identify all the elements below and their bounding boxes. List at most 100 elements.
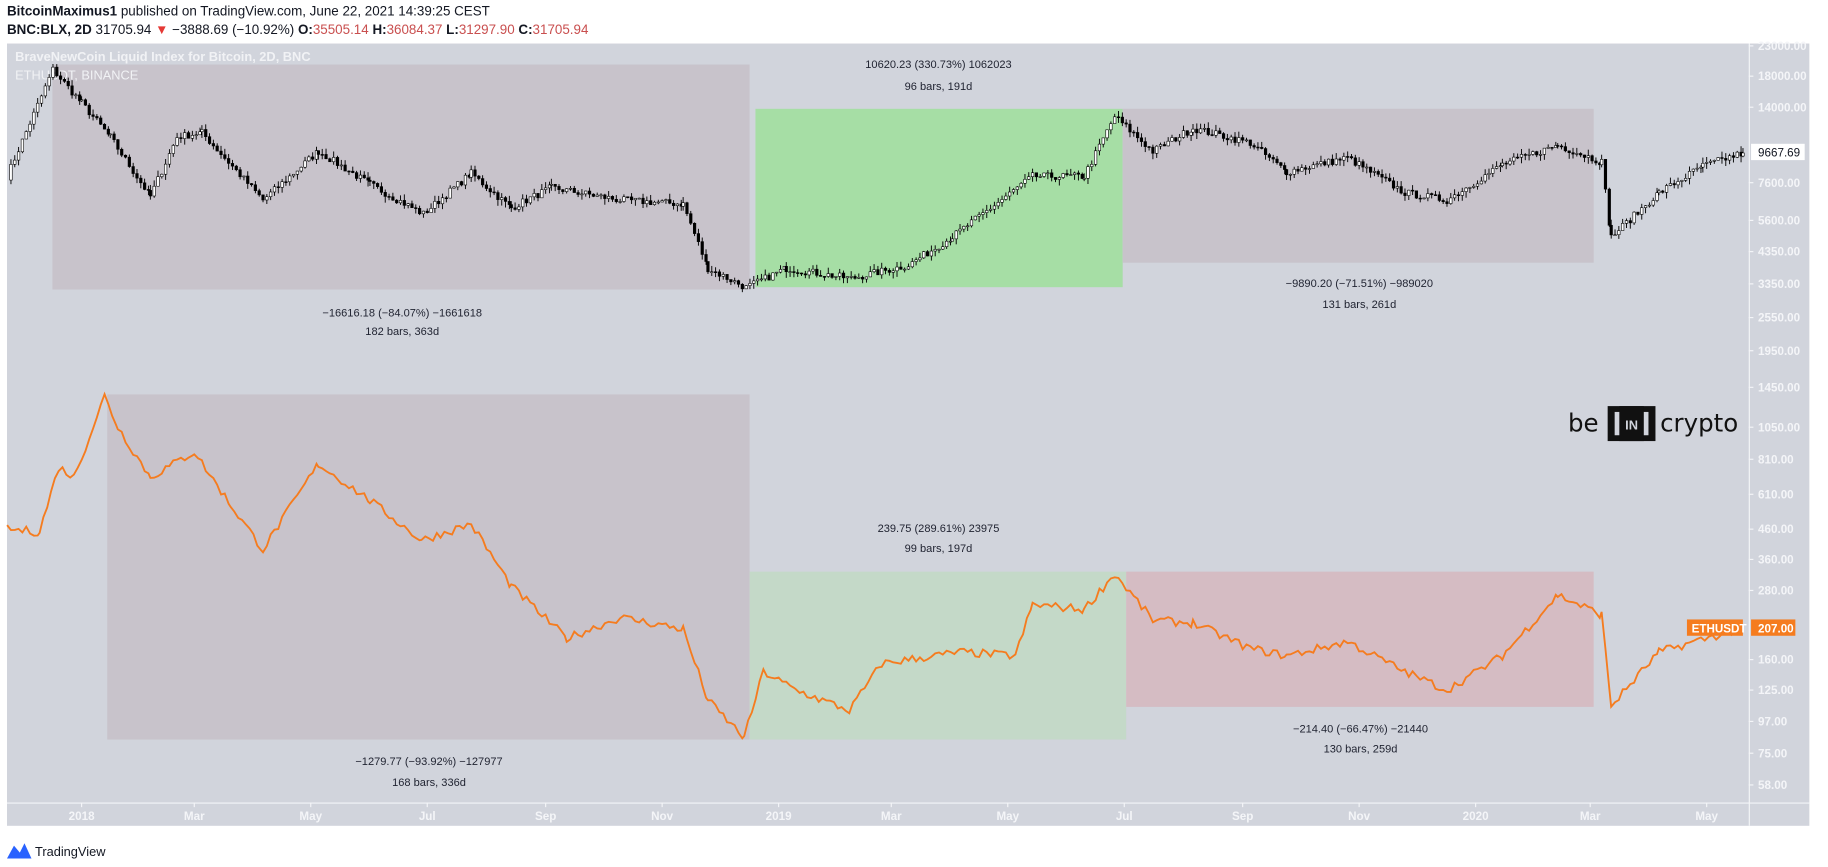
btc-candle — [116, 139, 120, 155]
btc-candle — [507, 195, 511, 210]
time-tick-label: May — [299, 810, 322, 823]
btc-drop2-range[interactable] — [1122, 108, 1594, 263]
tradingview-brand-text: TradingView — [35, 844, 106, 859]
price-axis[interactable]: 23000.00 18000.00 14000.00 7600.00 5600.00 43… — [1748, 40, 1807, 792]
btc-candle — [339, 159, 343, 171]
btc-candle — [1600, 154, 1604, 168]
btc-candle — [347, 170, 351, 176]
btc-candle — [1538, 150, 1543, 161]
btc-candle — [544, 182, 548, 194]
btc-candle — [1296, 165, 1300, 175]
btc-candle — [1376, 169, 1380, 177]
eth-rise-range[interactable] — [749, 571, 1127, 740]
eth-drop-range[interactable] — [107, 394, 750, 740]
btc-candle — [473, 165, 477, 182]
btc-candle — [307, 155, 311, 162]
btc-candle — [418, 205, 422, 216]
btc-candle — [1086, 164, 1090, 185]
btc-candle — [62, 77, 66, 83]
btc-candle — [13, 155, 17, 168]
btc-candle — [864, 276, 869, 283]
btc-candle — [1139, 133, 1144, 147]
time-tick-label: Nov — [651, 810, 674, 823]
eth-drop2-range[interactable] — [1126, 571, 1594, 707]
btc-candle — [253, 181, 257, 194]
btc-candle — [903, 267, 907, 273]
btc-candle — [1665, 183, 1669, 199]
btc-candle — [242, 175, 246, 181]
btc-candle — [28, 120, 32, 137]
btc-candle — [1225, 133, 1229, 146]
btc-candle — [463, 173, 468, 190]
btc-drop-range[interactable] — [52, 64, 750, 290]
price-tick-label: 18000.00 — [1758, 70, 1807, 83]
btc-candle — [1651, 197, 1655, 207]
btc-candle — [1460, 187, 1464, 201]
btc-candle — [622, 194, 626, 203]
btc-candle — [1741, 148, 1745, 158]
btc-candle — [143, 178, 147, 191]
btc-candle — [1705, 156, 1709, 169]
btc-candle — [1038, 173, 1042, 178]
measurements-layer — [52, 64, 1594, 740]
btc-drop-bars: 182 bars, 363d — [365, 326, 439, 338]
btc-candle — [276, 181, 280, 194]
btc-candle — [1699, 165, 1703, 174]
symbol-label: BNC:BLX, 2D — [7, 22, 92, 37]
time-tick-label: Mar — [881, 810, 902, 823]
btc-candle — [733, 277, 737, 285]
btc-candles — [9, 63, 1745, 293]
btc-candle — [1206, 122, 1210, 137]
btc-candle — [799, 272, 804, 277]
btc-candle — [452, 186, 456, 189]
btc-candle — [1210, 129, 1214, 137]
author-name[interactable]: BitcoinMaximus1 — [7, 4, 118, 19]
btc-candle — [1015, 186, 1019, 195]
time-tick-label: 2018 — [69, 810, 95, 823]
btc-candle — [320, 148, 324, 160]
btc-candle — [1105, 129, 1109, 141]
btc-candle — [1716, 157, 1720, 161]
btc-rise-range[interactable] — [755, 108, 1123, 288]
eth-rise-bars: 99 bars, 197d — [905, 543, 973, 555]
btc-candle — [211, 139, 215, 150]
btc-candle — [299, 166, 303, 173]
btc-candle — [868, 266, 872, 278]
btc-candle — [872, 264, 876, 274]
btc-candle — [175, 132, 179, 147]
compare-series-legend: ETHUSDT, BINANCE — [15, 68, 138, 83]
btc-candle — [314, 146, 319, 164]
tradingview-brand[interactable]: TradingView — [6, 843, 106, 859]
btc-candle — [261, 194, 265, 203]
btc-candle — [456, 181, 460, 191]
btc-candle — [1327, 158, 1331, 168]
btc-candle — [1441, 198, 1445, 204]
btc-candle — [1097, 138, 1102, 156]
btc-candle — [1701, 157, 1705, 173]
time-tick-label: May — [996, 810, 1019, 823]
btc-candle — [841, 270, 846, 284]
btc-candle — [880, 262, 884, 279]
btc-candle — [1323, 159, 1327, 167]
price-tick-label: 1050.00 — [1758, 421, 1800, 434]
btc-candle — [1531, 150, 1535, 156]
btc-candle — [1158, 142, 1163, 150]
btc-candle — [721, 272, 725, 280]
btc-candle — [1399, 181, 1403, 195]
btc-candle — [561, 189, 565, 195]
btc-candle — [1300, 164, 1304, 172]
btc-candle — [406, 202, 410, 209]
btc-candle — [603, 193, 607, 205]
btc-candle — [876, 265, 880, 276]
btc-candle — [1445, 198, 1449, 207]
btc-candle — [922, 250, 926, 259]
btc-candle — [32, 108, 36, 130]
price-tick-label: 5600.00 — [1758, 214, 1800, 227]
btc-candle — [1361, 159, 1365, 173]
ethusdt-line[interactable] — [6, 391, 1744, 740]
btc-candle — [1456, 191, 1461, 202]
btc-candle — [929, 245, 933, 261]
price-tick-label: 280.00 — [1758, 585, 1794, 598]
time-axis[interactable]: 2018 Mar May Jul Sep Nov 2019 Mar May Jul Sep Nov 20… — [69, 802, 1719, 823]
